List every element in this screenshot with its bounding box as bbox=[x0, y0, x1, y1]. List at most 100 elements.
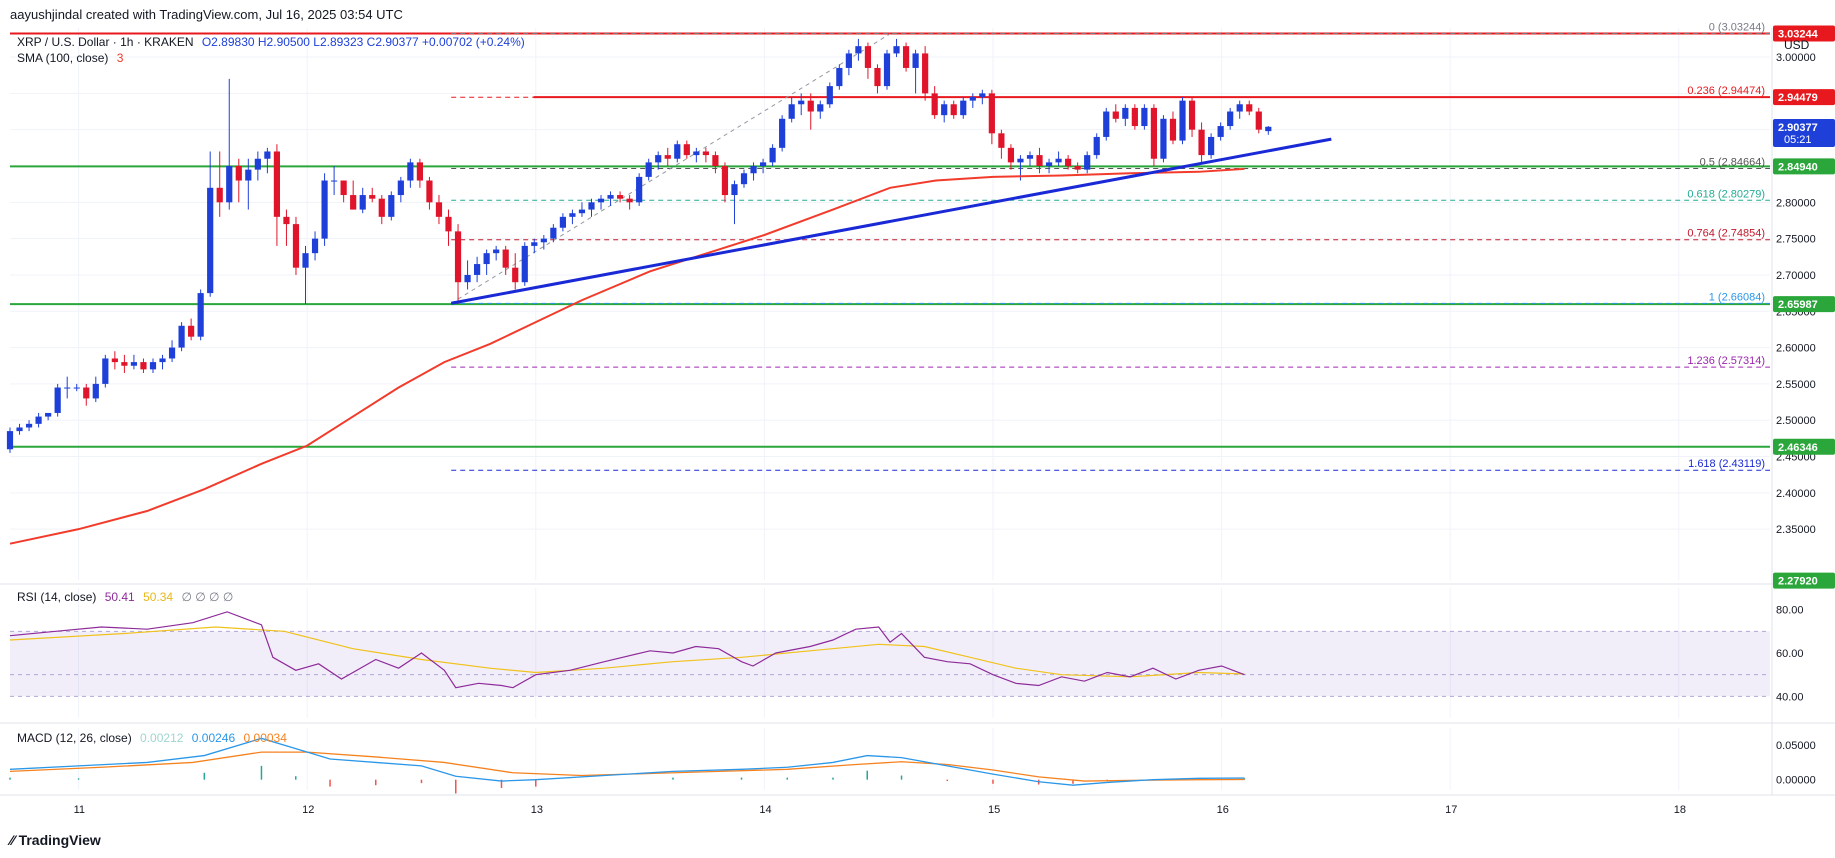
candle-body bbox=[988, 93, 995, 134]
candle-body bbox=[883, 53, 891, 87]
candle-body bbox=[474, 264, 481, 275]
y-tick-label: 2.50000 bbox=[1776, 415, 1816, 427]
sma-legend[interactable]: SMA (100, close) 3 bbox=[17, 51, 128, 65]
candlestick-series bbox=[6, 38, 1272, 453]
candle-body bbox=[340, 180, 347, 196]
candle-body bbox=[273, 151, 281, 217]
candle-body bbox=[922, 53, 929, 94]
candle-body bbox=[969, 97, 976, 101]
currency-label[interactable]: USD bbox=[1784, 38, 1810, 52]
fib-label: 1.236 (2.57314) bbox=[1687, 355, 1765, 367]
x-tick-label: 17 bbox=[1445, 804, 1457, 816]
fib-label: 0.5 (2.84664) bbox=[1700, 156, 1765, 168]
candle-body bbox=[6, 431, 14, 450]
candle-body bbox=[1227, 111, 1234, 127]
candle-body bbox=[1198, 129, 1205, 156]
price-label-box bbox=[1773, 438, 1835, 455]
candle-body bbox=[435, 202, 443, 217]
candle-body bbox=[912, 53, 919, 68]
candle-body bbox=[159, 358, 166, 363]
fib-label: 0 (3.03244) bbox=[1709, 21, 1765, 33]
candle-body bbox=[188, 325, 195, 337]
macd-signal-value: 0.00034 bbox=[243, 731, 287, 745]
candle-body bbox=[235, 166, 242, 181]
candle-body bbox=[941, 104, 948, 116]
fib-label: 0.618 (2.80279) bbox=[1687, 188, 1765, 200]
candle-body bbox=[1160, 118, 1167, 159]
price-label-box bbox=[1773, 572, 1835, 589]
candle-body bbox=[998, 133, 1005, 148]
price-label-box bbox=[1773, 25, 1835, 42]
candle-body bbox=[1208, 136, 1215, 156]
candle-body bbox=[130, 362, 138, 366]
price-label: 2.94479 bbox=[1778, 92, 1818, 104]
candle-body bbox=[407, 162, 414, 181]
symbol-label[interactable]: XRP / U.S. Dollar · 1h · KRAKEN bbox=[17, 35, 194, 49]
macd-pane bbox=[9, 737, 1246, 794]
candle-body bbox=[674, 144, 681, 159]
candle-body bbox=[1246, 104, 1253, 112]
candle-body bbox=[636, 176, 643, 203]
candle-body bbox=[416, 162, 424, 181]
symbol-legend: XRP / U.S. Dollar · 1h · KRAKEN O2.89830… bbox=[17, 35, 530, 49]
rsi-line bbox=[9, 611, 1245, 689]
candle-body bbox=[845, 53, 852, 68]
candle-body bbox=[607, 195, 614, 199]
macd-tick-label: 0.05000 bbox=[1776, 740, 1816, 752]
candle-body bbox=[207, 187, 214, 294]
candle-body bbox=[254, 158, 261, 170]
candle-body bbox=[1188, 100, 1196, 130]
candle-body bbox=[149, 362, 157, 370]
fib-label: 1 (2.66084) bbox=[1709, 291, 1765, 303]
macd-legend[interactable]: MACD (12, 26, close) 0.00212 0.00246 0.0… bbox=[17, 731, 292, 745]
y-tick-label: 2.40000 bbox=[1776, 488, 1816, 500]
candle-body bbox=[25, 423, 33, 428]
candle-body bbox=[1255, 111, 1262, 130]
price-label: 2.46346 bbox=[1778, 442, 1818, 454]
candle-body bbox=[502, 249, 509, 268]
candle-body bbox=[1026, 155, 1034, 159]
rsi-legend[interactable]: RSI (14, close) 50.41 50.34 ∅ ∅ ∅ ∅ bbox=[17, 590, 238, 604]
trend-line bbox=[450, 137, 1332, 305]
candle-body bbox=[1065, 158, 1072, 166]
rsi-tick-label: 60.00 bbox=[1776, 648, 1804, 660]
candle-body bbox=[92, 383, 99, 399]
candle-body bbox=[331, 180, 338, 182]
candle-body bbox=[836, 67, 843, 87]
candle-body bbox=[1093, 136, 1100, 156]
candle-body bbox=[826, 86, 833, 105]
candle-body bbox=[616, 195, 624, 199]
price-label-box bbox=[1773, 118, 1835, 147]
candle-body bbox=[750, 166, 757, 174]
candle-body bbox=[817, 104, 824, 112]
macd-line-value: 0.00246 bbox=[191, 731, 236, 745]
candle-body bbox=[1217, 126, 1224, 137]
candle-body bbox=[388, 195, 395, 217]
macd-signal-line bbox=[9, 751, 1245, 782]
price-label: 2.84940 bbox=[1778, 161, 1818, 173]
x-tick-label: 12 bbox=[302, 804, 314, 816]
macd-line bbox=[9, 737, 1245, 786]
candle-body bbox=[1236, 104, 1243, 112]
candle-body bbox=[712, 155, 719, 166]
branding: TradingView bbox=[18, 832, 101, 848]
candle-body bbox=[798, 100, 805, 105]
price-label: 3.03244 bbox=[1778, 29, 1819, 41]
candle-body bbox=[168, 347, 176, 359]
candle-body bbox=[578, 209, 586, 214]
price-label-box bbox=[1773, 296, 1835, 313]
candle-body bbox=[64, 387, 71, 389]
candle-body bbox=[197, 293, 204, 337]
candle-body bbox=[512, 267, 519, 283]
tradingview-logo: ⁄⁄ TradingView bbox=[10, 832, 101, 848]
candle-body bbox=[1122, 107, 1129, 119]
rsi-tick-label: 40.00 bbox=[1776, 691, 1804, 703]
candle-body bbox=[550, 227, 557, 239]
candle-body bbox=[464, 274, 471, 283]
candle-body bbox=[359, 195, 366, 210]
candle-body bbox=[597, 198, 605, 203]
candle-body bbox=[140, 362, 147, 370]
candle-body bbox=[893, 46, 900, 54]
candle-body bbox=[693, 151, 700, 156]
candle-body bbox=[1150, 107, 1158, 159]
